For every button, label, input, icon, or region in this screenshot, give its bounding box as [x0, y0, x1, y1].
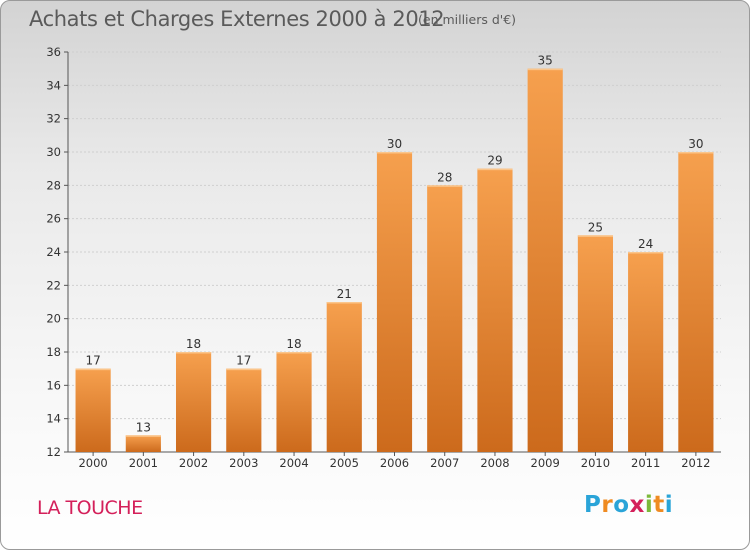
bar-top-highlight: [75, 368, 111, 371]
bar-top-highlight: [678, 152, 714, 154]
value-label: 30: [387, 137, 402, 151]
bar-top-highlight: [427, 185, 463, 187]
logo-letter: x: [629, 492, 645, 518]
y-tick-label: 36: [46, 45, 61, 59]
x-tick-label: 2000: [78, 456, 107, 470]
bar-2007: [427, 185, 463, 453]
x-tick-label: 2002: [179, 456, 208, 470]
logo-letter: i: [644, 492, 654, 518]
bar-2008: [477, 168, 513, 452]
y-tick-label: 22: [46, 278, 61, 292]
y-tick-label: 20: [46, 312, 61, 326]
y-tick-label: 30: [46, 145, 61, 159]
commune-name: LA TOUCHE: [37, 497, 143, 519]
bar-top-highlight: [326, 302, 362, 304]
value-label: 28: [437, 170, 452, 184]
x-tick-label: 2011: [631, 456, 660, 470]
x-tick-label: 2007: [430, 456, 459, 470]
value-label: 24: [638, 237, 653, 251]
x-tick-label: 2001: [129, 456, 158, 470]
bar-top-highlight: [376, 152, 413, 154]
logo-letter: o: [613, 492, 630, 518]
bar-top-highlight: [527, 68, 563, 71]
x-tick-label: 2004: [279, 456, 308, 470]
bar-2003: [226, 368, 262, 452]
x-tick-label: 2010: [581, 456, 610, 470]
y-tick-label: 26: [46, 212, 61, 226]
logo-letter: r: [601, 492, 614, 518]
bar-2012: [678, 152, 714, 452]
x-tick-label: 2003: [229, 456, 258, 470]
value-label: 30: [688, 137, 703, 151]
bars: [75, 68, 714, 453]
labels: 12 14 16 18 20 22 24 26 28 30 32 34 36 17 2000 13 2001 18…: [46, 45, 710, 470]
bar-top-highlight: [175, 352, 212, 354]
logo-letter: t: [653, 492, 665, 518]
value-label: 29: [487, 154, 502, 168]
y-tick-label: 28: [46, 178, 61, 192]
bar-2011: [628, 252, 664, 452]
y-tick-label: 16: [46, 378, 61, 392]
x-tick-label: 2009: [531, 456, 560, 470]
value-label: 17: [236, 354, 251, 368]
value-label: 13: [136, 420, 151, 434]
value-label: 18: [286, 337, 301, 351]
bar-top-highlight: [276, 352, 312, 354]
bar-2000: [75, 368, 111, 452]
y-tick-label: 32: [46, 112, 61, 126]
bar-2002: [175, 352, 212, 452]
y-tick-label: 18: [46, 345, 61, 359]
bar-2006: [376, 152, 413, 452]
chart-title: Achats et Charges Externes 2000 à 2012: [29, 7, 445, 31]
bar-2004: [276, 352, 312, 452]
value-label: 25: [588, 220, 603, 234]
value-label: 21: [337, 287, 352, 301]
bar-2005: [326, 302, 362, 452]
bar-2001: [125, 435, 161, 452]
x-tick-label: 2006: [380, 456, 409, 470]
value-label: 18: [186, 337, 201, 351]
y-tick-label: 24: [46, 245, 61, 259]
y-tick-label: 14: [46, 412, 61, 426]
logo-letter: i: [664, 492, 674, 518]
x-tick-label: 2008: [480, 456, 509, 470]
y-tick-label: 12: [46, 445, 61, 459]
bar-top-highlight: [226, 368, 262, 371]
bar-2009: [527, 68, 563, 453]
y-tick-label: 34: [46, 78, 61, 92]
proxiti-logo[interactable]: Proxiti: [584, 492, 673, 518]
bar-2010: [577, 235, 614, 452]
x-tick-label: 2012: [681, 456, 710, 470]
bar-top-highlight: [125, 435, 161, 437]
value-label: 17: [85, 354, 100, 368]
x-tick-label: 2005: [330, 456, 359, 470]
bar-top-highlight: [628, 252, 664, 254]
bar-top-highlight: [477, 168, 513, 171]
bar-top-highlight: [577, 235, 614, 237]
chart-subtitle: (en milliers d'€): [418, 12, 517, 27]
value-label: 35: [538, 54, 553, 68]
logo-letter: P: [584, 492, 602, 518]
